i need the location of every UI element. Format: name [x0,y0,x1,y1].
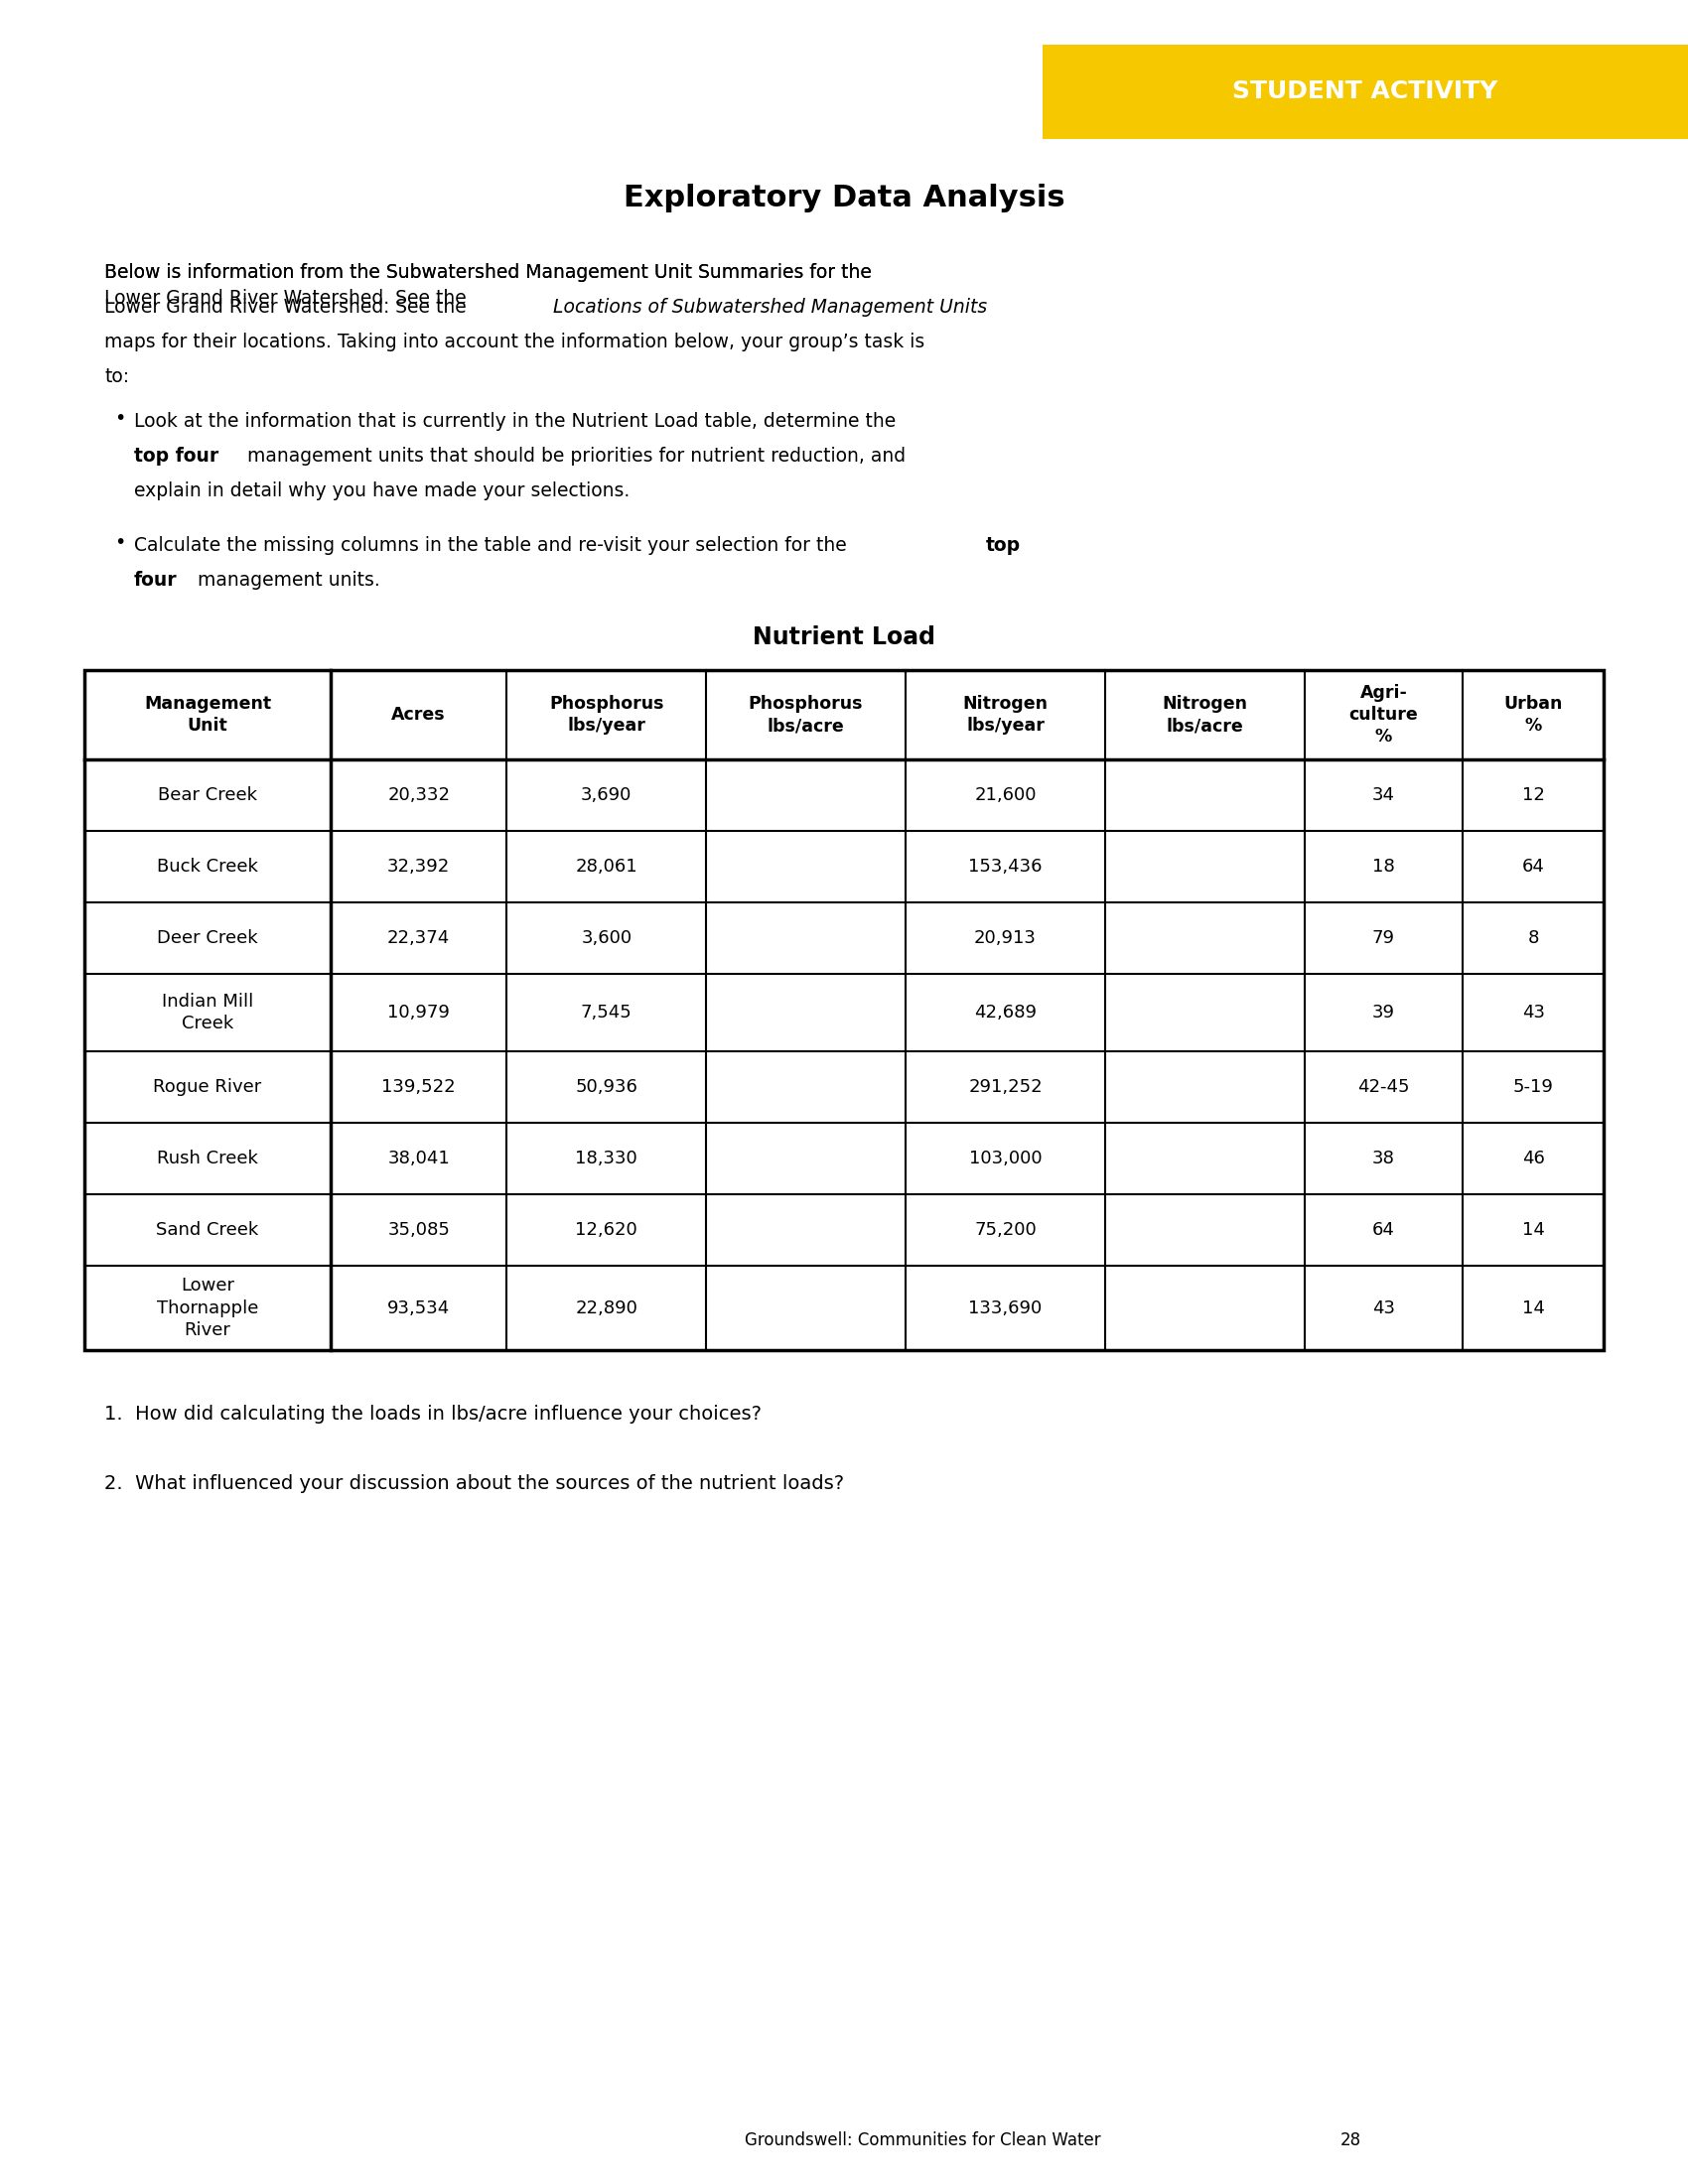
Text: Lower Grand River Watershed. See the: Lower Grand River Watershed. See the [105,297,473,317]
Text: 20,332: 20,332 [388,786,451,804]
Text: Indian Mill
Creek: Indian Mill Creek [162,992,253,1033]
Text: 133,690: 133,690 [969,1299,1041,1317]
Text: 20,913: 20,913 [974,928,1036,948]
Text: Deer Creek: Deer Creek [157,928,258,948]
Text: 43: 43 [1372,1299,1394,1317]
Text: explain in detail why you have made your selections.: explain in detail why you have made your… [133,480,630,500]
Text: 79: 79 [1372,928,1394,948]
Text: 22,374: 22,374 [387,928,451,948]
Text: 42-45: 42-45 [1357,1079,1409,1096]
Text: Phosphorus
lbs/acre: Phosphorus lbs/acre [748,695,863,734]
Text: 46: 46 [1523,1149,1545,1168]
Text: 32,392: 32,392 [387,858,451,876]
Text: Lower Grand River Watershed. See the: Lower Grand River Watershed. See the [105,310,473,330]
Text: 64: 64 [1523,858,1545,876]
Text: maps for their locations. Taking into account the information below, your group’: maps for their locations. Taking into ac… [105,332,925,352]
Text: •: • [115,408,125,428]
Text: 12,620: 12,620 [576,1221,638,1238]
Text: Phosphorus
lbs/year: Phosphorus lbs/year [549,695,663,734]
Text: 14: 14 [1523,1221,1545,1238]
Text: 34: 34 [1372,786,1394,804]
Text: 43: 43 [1523,1005,1545,1022]
Text: 21,600: 21,600 [974,786,1036,804]
Text: Agri-
culture
%: Agri- culture % [1349,684,1418,745]
Text: Rush Creek: Rush Creek [157,1149,258,1168]
Text: Below is information from the Subwatershed Management Unit Summaries for the: Below is information from the Subwatersh… [105,262,871,282]
FancyBboxPatch shape [1043,44,1688,140]
Text: 35,085: 35,085 [388,1221,451,1238]
Text: 22,890: 22,890 [576,1299,638,1317]
Text: 64: 64 [1372,1221,1394,1238]
Text: 12: 12 [1523,786,1545,804]
Text: STUDENT ACTIVITY: STUDENT ACTIVITY [1232,81,1497,103]
Text: 28,061: 28,061 [576,858,638,876]
Text: Nitrogen
lbs/acre: Nitrogen lbs/acre [1161,695,1247,734]
Text: 103,000: 103,000 [969,1149,1041,1168]
Text: Management
Unit: Management Unit [143,695,272,734]
Text: •: • [115,533,125,553]
Text: 153,436: 153,436 [969,858,1041,876]
Text: 5-19: 5-19 [1512,1079,1553,1096]
Text: 93,534: 93,534 [387,1299,451,1317]
Text: top: top [986,535,1021,555]
Text: Exploratory Data Analysis: Exploratory Data Analysis [623,183,1065,214]
Text: Lower
Thornapple
River: Lower Thornapple River [157,1278,258,1339]
Text: Groundswell: Communities for Clean Water: Groundswell: Communities for Clean Water [744,2132,1101,2149]
Text: Buck Creek: Buck Creek [157,858,258,876]
Text: to:: to: [105,367,130,387]
Bar [84,670,1604,1350]
Text: 1.  How did calculating the loads in lbs/acre influence your choices?: 1. How did calculating the loads in lbs/… [105,1404,761,1424]
Text: Urban
%: Urban % [1504,695,1563,734]
Text: Rogue River: Rogue River [154,1079,262,1096]
Text: 139,522: 139,522 [381,1079,456,1096]
Text: 18,330: 18,330 [576,1149,638,1168]
Text: Locations of Subwatershed Management Units: Locations of Subwatershed Management Uni… [554,297,987,317]
Text: Look at the information that is currently in the Nutrient Load table, determine : Look at the information that is currentl… [133,413,896,430]
Text: 42,689: 42,689 [974,1005,1036,1022]
Text: Bear Creek: Bear Creek [159,786,257,804]
Text: 39: 39 [1372,1005,1394,1022]
Text: management units that should be priorities for nutrient reduction, and: management units that should be prioriti… [241,448,906,465]
Text: Sand Creek: Sand Creek [157,1221,258,1238]
Text: 75,200: 75,200 [974,1221,1036,1238]
Text: 10,979: 10,979 [388,1005,451,1022]
Text: Nitrogen
lbs/year: Nitrogen lbs/year [962,695,1048,734]
Text: 2.  What influenced your discussion about the sources of the nutrient loads?: 2. What influenced your discussion about… [105,1474,844,1494]
Text: 18: 18 [1372,858,1394,876]
Text: four: four [133,570,177,590]
Text: top four: top four [133,448,219,465]
Text: 28: 28 [1340,2132,1362,2149]
Text: management units.: management units. [192,570,380,590]
Text: 291,252: 291,252 [969,1079,1043,1096]
Text: 3,690: 3,690 [581,786,631,804]
Text: 38: 38 [1372,1149,1394,1168]
Text: 8: 8 [1528,928,1539,948]
Text: 7,545: 7,545 [581,1005,631,1022]
Text: 3,600: 3,600 [581,928,631,948]
Text: Acres: Acres [392,705,446,723]
Text: Calculate the missing columns in the table and re-visit your selection for the: Calculate the missing columns in the tab… [133,535,852,555]
Text: 50,936: 50,936 [576,1079,638,1096]
Text: Nutrient Load: Nutrient Load [753,625,935,649]
Text: 14: 14 [1523,1299,1545,1317]
Text: Below is information from the Subwatershed Management Unit Summaries for the
Low: Below is information from the Subwatersh… [105,262,871,308]
Text: 38,041: 38,041 [388,1149,451,1168]
